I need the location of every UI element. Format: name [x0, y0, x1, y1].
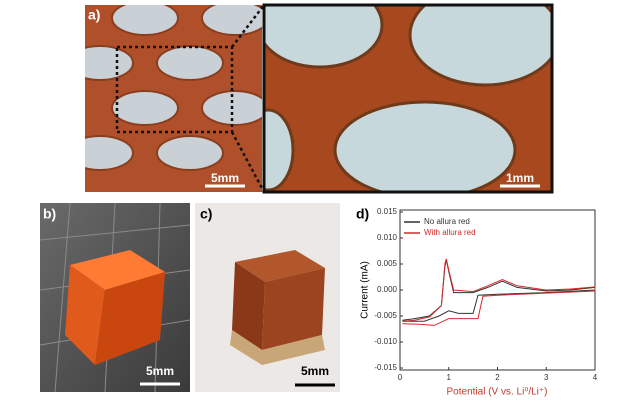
panel-label: b): [43, 206, 56, 222]
y-tick-label: 0.010: [377, 233, 398, 242]
render-cube: [39, 202, 191, 393]
chart: Current (mA) Potential (V vs. Li⁰/Li⁺) 0…: [360, 207, 598, 398]
legend-label: No allura red: [424, 217, 470, 226]
x-axis-label: Potential (V vs. Li⁰/Li⁺): [447, 387, 548, 398]
scale-bar-label: 1mm: [506, 171, 534, 185]
legend-label: With allura red: [424, 228, 476, 237]
photo-cube: [195, 203, 340, 392]
series-line: [402, 259, 596, 322]
x-tick-label: 4: [593, 373, 598, 382]
scale-bar-label: 5mm: [211, 171, 239, 185]
panel-label: d): [356, 206, 369, 222]
panel-label: c): [200, 206, 212, 222]
scale-bar-label: 5mm: [301, 364, 329, 378]
scale-bar-label: 5mm: [146, 364, 174, 378]
series-line: [402, 258, 596, 326]
y-tick-label: -0.010: [374, 337, 397, 346]
x-tick-label: 0: [398, 373, 403, 382]
x-tick-label: 1: [447, 373, 452, 382]
x-tick-label: 3: [544, 373, 549, 382]
y-tick-label: 0.000: [377, 285, 398, 294]
photo-zoom: [264, 5, 552, 192]
y-tick-label: -0.015: [374, 363, 397, 372]
y-tick-label: -0.005: [374, 311, 397, 320]
panel-label: a): [88, 7, 100, 23]
x-tick-label: 2: [495, 373, 500, 382]
y-tick-label: 0.005: [377, 259, 398, 268]
y-tick-label: 0.015: [377, 207, 398, 216]
photo-mesh: [85, 5, 262, 192]
y-axis-label: Current (mA): [360, 261, 371, 319]
